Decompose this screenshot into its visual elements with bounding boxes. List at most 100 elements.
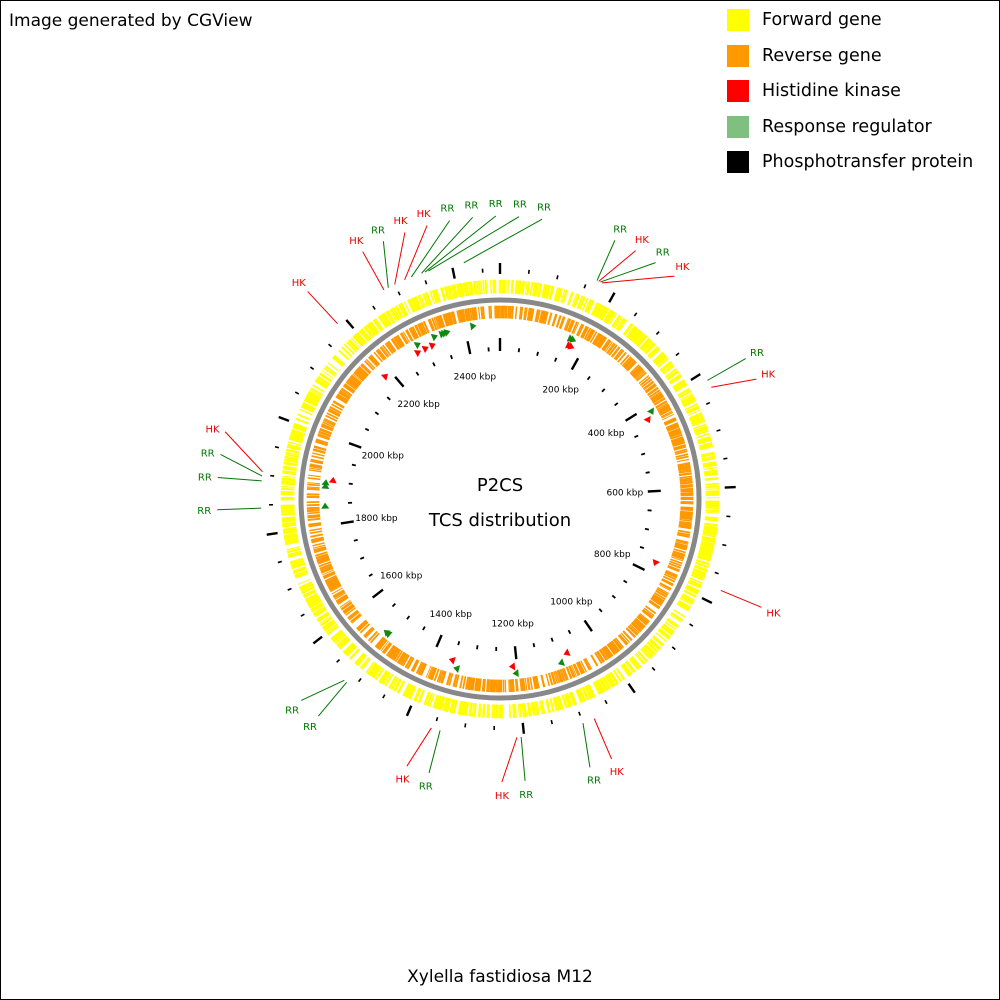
forward-gene [635,652,646,664]
forward-gene [422,293,429,307]
forward-gene [556,288,563,302]
reverse-gene [604,341,613,353]
forward-gene [302,402,316,410]
forward-gene [485,280,488,294]
callout-line [301,679,345,701]
reverse-gene [638,375,650,385]
forward-gene [461,701,466,716]
reverse-gene [352,373,363,383]
forward-gene [701,536,716,541]
hk-label: HK [349,236,364,247]
reverse-gene [365,628,375,639]
forward-gene [383,673,392,686]
reverse-gene [415,324,423,337]
forward-gene [333,355,345,366]
reverse-gene [443,313,450,327]
forward-gene [599,307,609,321]
forward-gene [303,400,317,408]
forward-gene [292,426,306,433]
inner-tick [368,573,373,577]
reverse-gene [597,650,606,662]
forward-gene [301,586,315,595]
legend-swatch [727,151,749,173]
forward-gene [432,694,438,709]
forward-gene [699,548,713,554]
reverse-gene [363,626,374,637]
forward-gene [354,653,366,665]
inner-tick [634,434,639,439]
forward-gene [508,704,512,719]
reverse-gene [418,662,426,675]
outer-tick [714,571,719,575]
histidine-kinase-mark [413,350,422,358]
outer-tick [689,623,694,627]
forward-gene [283,462,298,467]
forward-gene [682,398,696,406]
forward-gene [683,400,697,408]
reverse-gene [654,397,666,406]
forward-gene [532,701,537,716]
forward-gene [281,517,296,521]
forward-gene [566,693,573,707]
callout-line [421,216,474,274]
reverse-gene [665,569,678,576]
forward-gene [283,533,298,538]
forward-gene [539,700,544,715]
callout-line [601,275,675,284]
forward-gene [281,519,296,522]
forward-gene [601,308,610,321]
forward-gene [281,475,296,478]
reverse-gene [408,328,416,340]
reverse-gene [459,675,464,689]
forward-gene [648,347,660,358]
forward-gene [310,387,323,396]
reverse-gene [472,677,476,691]
reverse-gene [360,364,371,374]
forward-gene [306,595,320,604]
forward-gene [666,370,679,380]
outer-tick [675,352,680,357]
forward-gene [291,430,305,437]
forward-gene [290,432,304,439]
forward-gene [434,695,440,709]
outer-tick [278,415,290,422]
reverse-gene [678,525,692,530]
reverse-gene [626,627,636,638]
reverse-gene [679,481,693,485]
forward-gene [705,482,719,486]
reverse-gene [577,661,584,674]
forward-gene [287,548,301,554]
forward-gene [521,703,525,718]
forward-gene [372,666,382,679]
hk-label: HK [635,235,650,246]
forward-gene [297,413,311,421]
reverse-gene [332,400,345,409]
forward-gene [651,636,663,647]
forward-gene [283,461,298,465]
reverse-gene [659,407,672,416]
kbp-label: 2400 kbp [454,373,497,383]
forward-gene [457,700,462,715]
reverse-gene [550,672,556,685]
forward-gene [450,284,456,299]
reverse-gene [667,565,680,573]
forward-gene [550,698,555,712]
forward-gene [538,700,543,715]
forward-gene [284,459,298,464]
reverse-gene [321,567,334,574]
legend-swatch [727,9,749,31]
reverse-gene [636,371,647,382]
forward-gene [693,423,707,430]
forward-gene [361,658,372,670]
forward-gene [338,638,350,649]
forward-gene [356,654,367,667]
reverse-gene [656,588,668,596]
outer-tick [294,391,300,395]
forward-gene [295,417,309,425]
rr-label: RR [285,706,299,717]
forward-gene [629,328,639,340]
reverse-gene [548,672,554,686]
response-regulator-mark [569,335,577,343]
forward-gene [312,384,325,393]
kbp-ruler: 200 kbp 400 kbp 600 kbp 800 kbp 1000 kbp 1200… [266,263,736,734]
